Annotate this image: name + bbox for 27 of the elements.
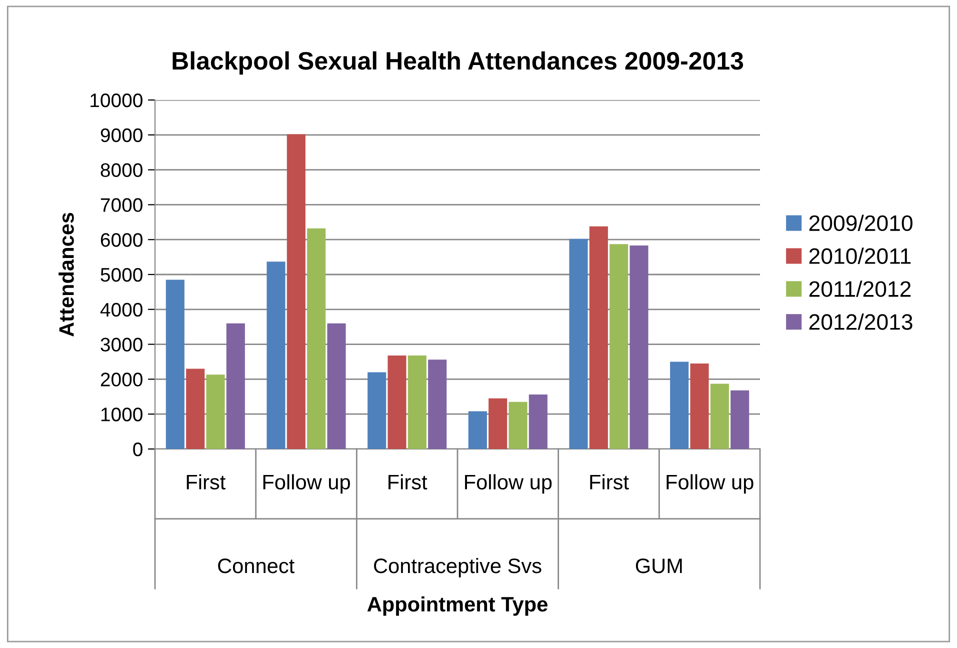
y-tick-label: 1000 (101, 408, 142, 422)
y-axis-title: Attendances (58, 212, 74, 336)
y-tick-label: 4000 (100, 302, 142, 317)
x-tick-label: First (590, 474, 629, 490)
text: Connect (218, 558, 294, 574)
text: Appointment Type (367, 596, 548, 616)
x-tick-label: Follow up (465, 474, 552, 494)
y-tick-label: 5000 (100, 268, 142, 282)
y-tick-label: 2000 (100, 372, 142, 386)
y-tick-label: 8000 (100, 163, 142, 178)
y-tick-label: 10000 (90, 93, 142, 108)
legend-label: 2011/2012 (809, 280, 911, 297)
legend-label: 2012/2013 (809, 314, 912, 330)
legend-label: 2010/2011 (809, 248, 911, 264)
y-tick-label: 7000 (100, 198, 142, 212)
y-tick-label: 0 (133, 442, 142, 456)
text: GUM (636, 558, 682, 574)
x-tick-label: Follow up (263, 474, 350, 494)
x-tick-label: First (186, 474, 226, 490)
legend-label: 2009/2010 (809, 214, 912, 232)
y-tick-label: 3000 (100, 338, 142, 352)
text: Contraceptive Svs (374, 558, 542, 578)
y-tick-label: 9000 (100, 128, 142, 142)
x-tick-label: First (388, 474, 428, 490)
x-tick-label: Follow up (666, 474, 754, 494)
chart-title: Blackpool Sexual Health Attendances 2009-2013 (172, 51, 744, 75)
y-tick-label: 6000 (100, 233, 142, 247)
